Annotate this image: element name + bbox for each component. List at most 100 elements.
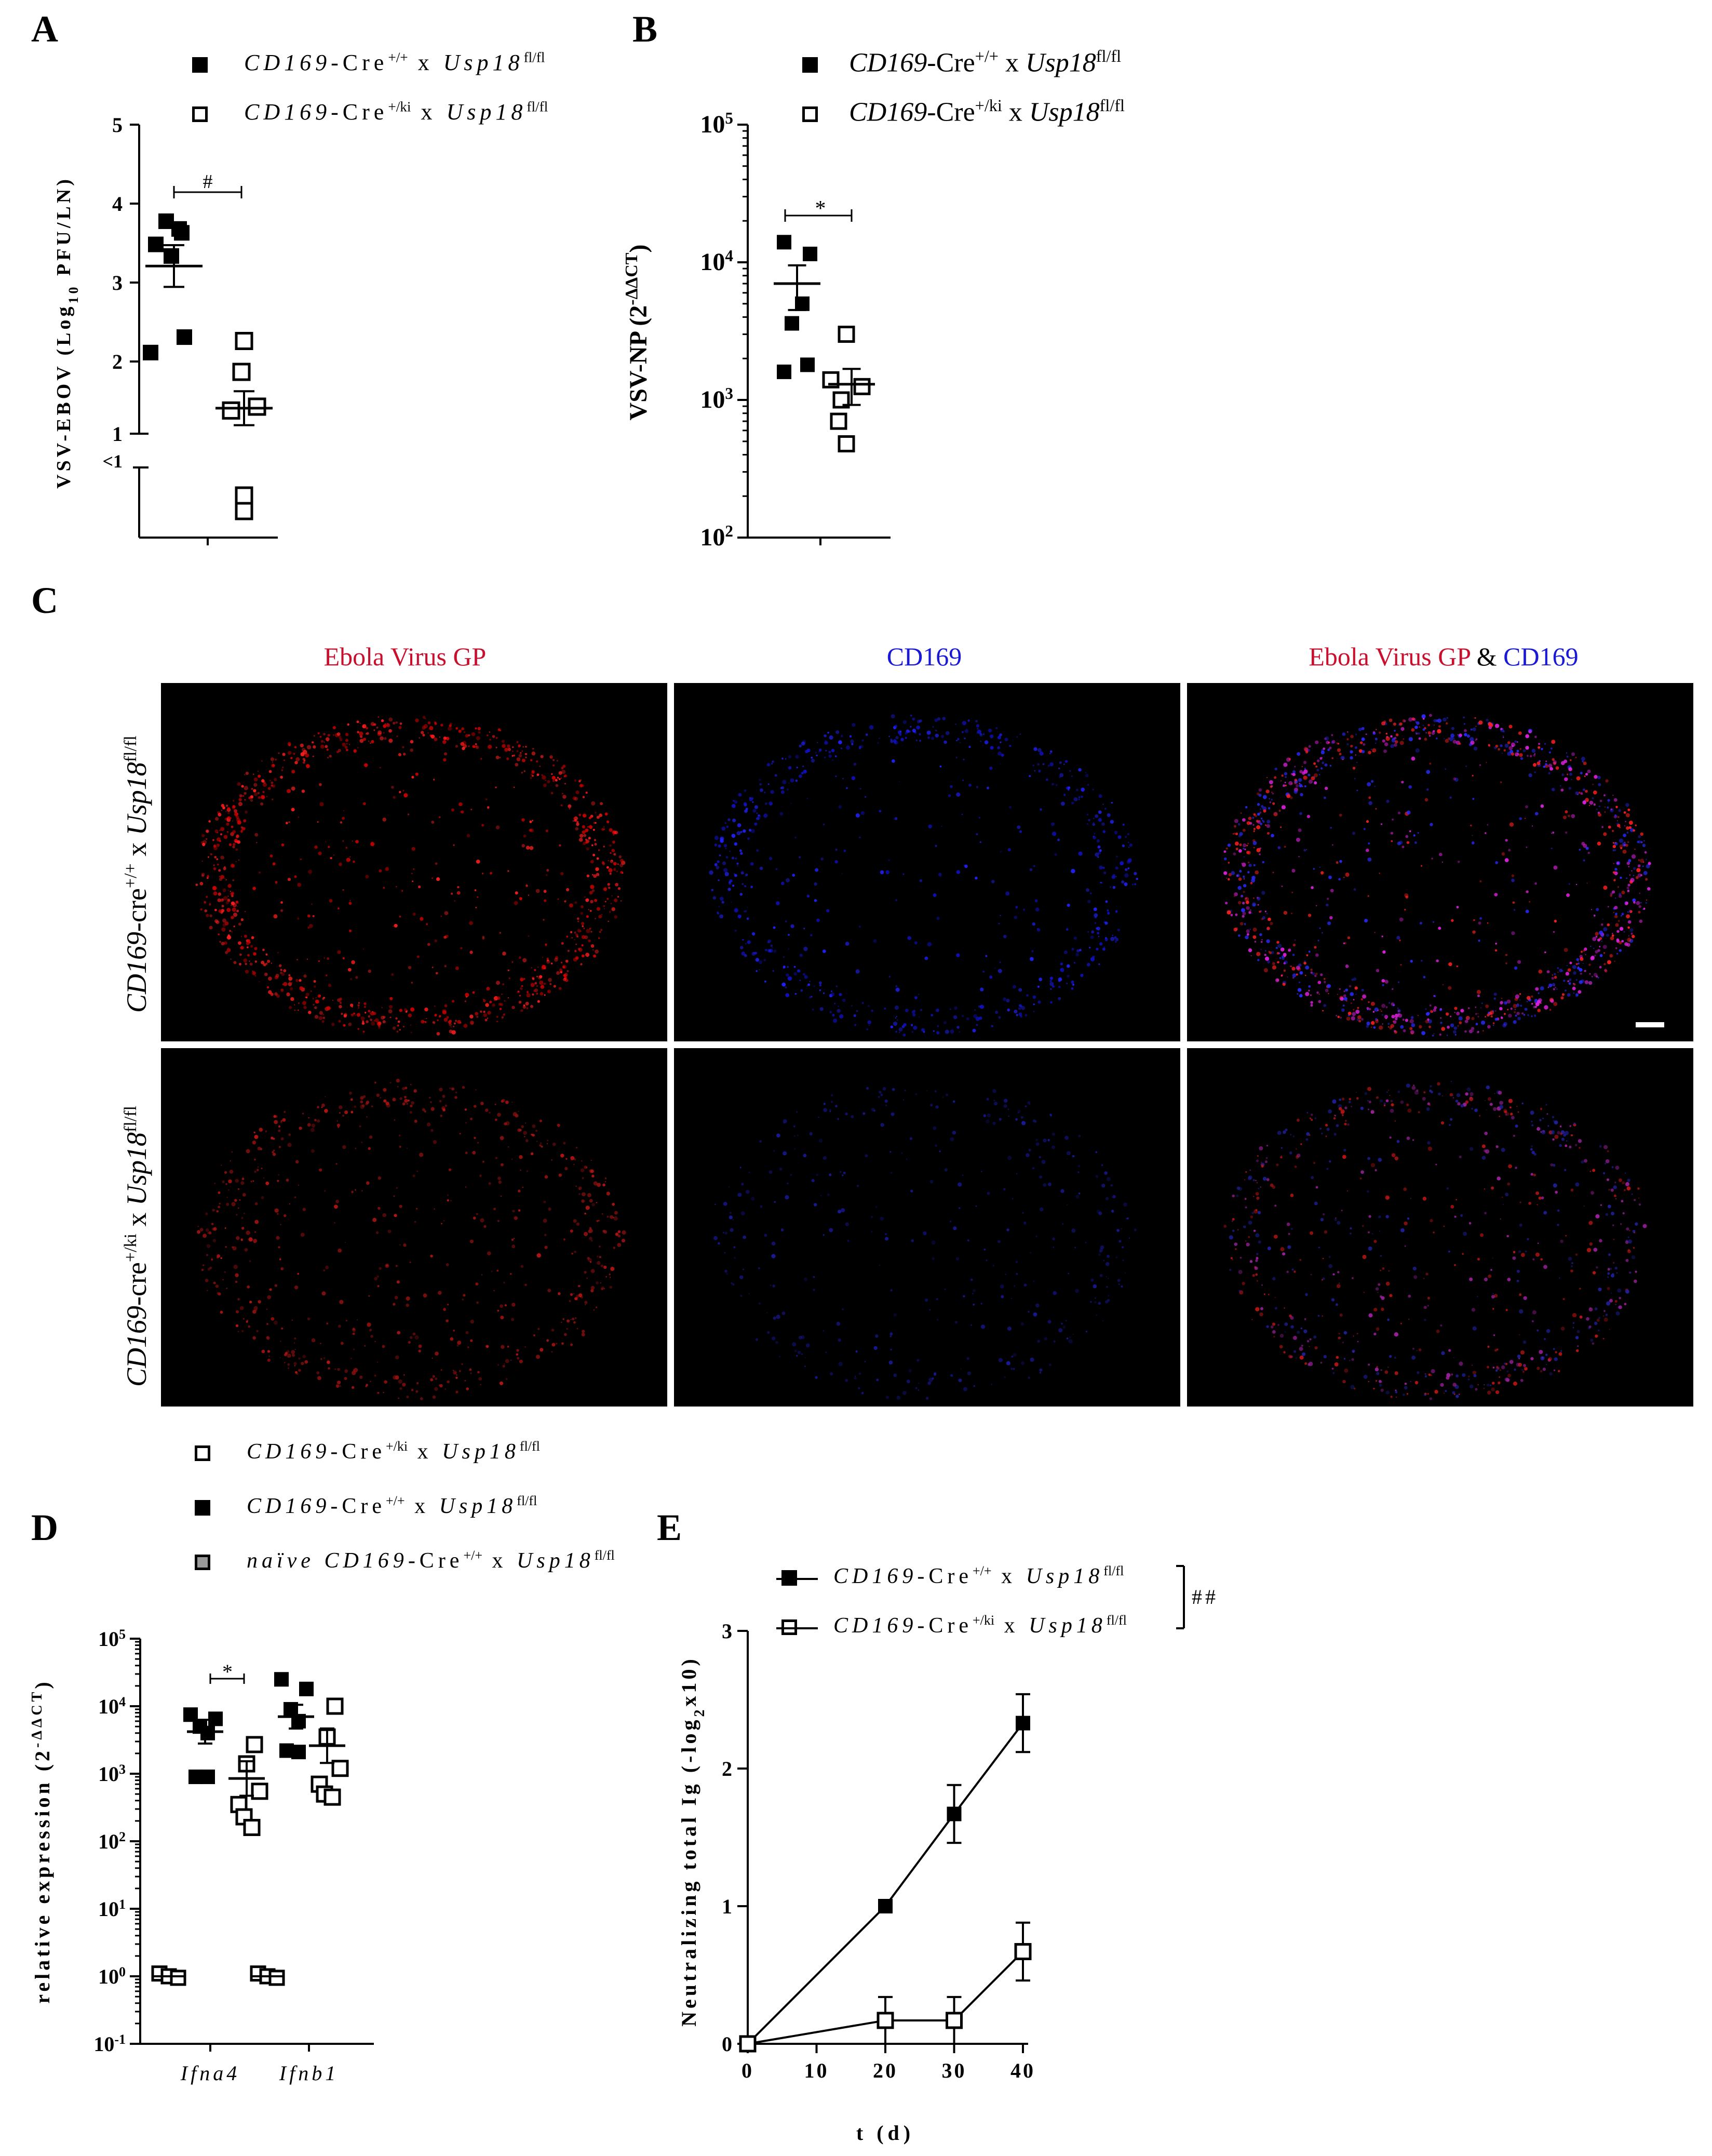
panel-letter-e: E: [657, 1507, 682, 1548]
e-ytick-label: 2: [722, 1757, 732, 1780]
d-point-wt: [200, 1769, 215, 1784]
d-xtick-label: Ifnb1: [279, 2061, 339, 2085]
a-ytick-label: 4: [112, 192, 123, 216]
b-ytick-label: 105: [700, 109, 733, 139]
e-point-wt: [947, 1806, 962, 1822]
legend-prefix: CD169: [833, 1614, 918, 1638]
legend-gsup: fl/fl: [517, 1493, 537, 1508]
d-ytick-label: 100: [98, 1964, 126, 1989]
d-ytick-label: 101: [98, 1897, 126, 1921]
b-point-ki: [838, 326, 855, 343]
panel-letter-d: D: [31, 1507, 58, 1548]
micrograph-texture: [1223, 714, 1651, 1037]
legend-gsup: fl/fl: [519, 1439, 540, 1454]
legend-gene: Usp18: [439, 1494, 517, 1518]
a-point-wt: [143, 344, 158, 360]
legend-mid: -Cre: [917, 1614, 973, 1638]
a-ytick-label-lt1: <1: [102, 451, 123, 472]
b-point-ki: [853, 378, 871, 395]
b-ytick-label: 104: [700, 247, 733, 276]
a-point-wt: [164, 248, 179, 264]
b-ytick-label: 103: [700, 384, 733, 414]
legend-entry: naïve CD169-Cre+/+ x Usp18fl/fl: [195, 1548, 615, 1573]
legend-mid: -Cre: [330, 1494, 386, 1518]
legend-entry: CD169-Cre+/ki x Usp18fl/fl: [195, 1439, 540, 1464]
legend-x: x: [1002, 97, 1029, 127]
micrograph-r2-cd169: [674, 1048, 1180, 1407]
legend-gsup: fl/fl: [523, 49, 545, 65]
micrograph-r2-merge: [1187, 1048, 1693, 1407]
col-title-text-b: CD169: [1503, 642, 1579, 671]
micrograph-texture: [197, 1078, 626, 1400]
col-title-text: Ebola Virus GP: [323, 642, 487, 671]
a-point-wt: [177, 329, 192, 345]
b-ytick-label: 102: [700, 522, 733, 552]
legend-x: x: [411, 99, 447, 125]
d-point-ki: [326, 1697, 344, 1715]
e-line-wt: [747, 1722, 1024, 2045]
b-point-ki: [838, 435, 855, 452]
col-title-amp: &: [1470, 642, 1504, 671]
e-point-ki: [946, 2012, 963, 2029]
b-point-ki: [830, 412, 847, 430]
d-point-ki: [246, 1736, 263, 1753]
d-xtick-label: Ifna4: [180, 2061, 240, 2085]
col-title-text-a: Ebola Virus GP: [1309, 642, 1471, 671]
d-point-ki: [331, 1760, 349, 1777]
a-point-ki: [248, 397, 266, 416]
e-point-wt: [1016, 1716, 1030, 1731]
micrograph-texture: [713, 1087, 1137, 1400]
legend-mid: -Cre: [408, 1549, 464, 1573]
micrograph-texture: [195, 716, 626, 1036]
legend-x: x: [482, 1549, 517, 1573]
legend-mid: -Cre: [917, 1564, 973, 1588]
e-ylabel: Neutralizing total Ig (-log2x10): [677, 1656, 708, 2027]
legend-gene: Usp18: [1029, 97, 1100, 127]
legend-marker: [195, 1445, 210, 1462]
a-point-ki: [235, 332, 253, 350]
a-ytick-label: 5: [112, 113, 123, 137]
legend-entry: CD169-Cre+/ki x Usp18fl/fl: [192, 99, 548, 125]
e-ytick-label: 3: [722, 1619, 732, 1643]
legend-marker: [195, 1500, 210, 1516]
panel-letter-b: B: [632, 8, 658, 50]
legend-prefix: CD169: [849, 97, 927, 127]
a-ytick-label: 1: [112, 422, 123, 446]
legend-x: x: [408, 50, 443, 75]
micrograph-r1-gp: [161, 683, 667, 1041]
d-ytick-label: 102: [98, 1829, 126, 1854]
legend-gene: Usp18: [1029, 1614, 1107, 1638]
e-xlabel: t (d): [856, 2121, 914, 2145]
legend-x: x: [998, 48, 1026, 78]
b-sig-label: *: [815, 197, 826, 221]
e-xtick-label: 10: [804, 2059, 829, 2082]
e-ytick-label: 0: [722, 2032, 732, 2056]
e-point-wt: [878, 1899, 893, 1913]
legend-mid: -Cre: [331, 99, 388, 125]
legend-gene: Usp18: [517, 1549, 595, 1573]
legend-sup: +/ki: [386, 1439, 408, 1454]
legend-entry: CD169-Cre+/+ x Usp18fl/fl: [781, 1563, 1124, 1589]
a-point-ki: [222, 401, 240, 420]
a-sig-label: #: [203, 171, 213, 193]
a-point-ki: [235, 502, 253, 520]
a-point-wt: [174, 225, 190, 241]
legend-prefix: CD169: [833, 1564, 918, 1588]
d-point-ki: [323, 1788, 341, 1806]
legend-gsup: fl/fl: [1103, 1563, 1124, 1578]
panel-letter-a: A: [31, 8, 58, 50]
legend-gene: Usp18: [446, 99, 527, 125]
d-point-wt: [274, 1672, 289, 1687]
legend-mid: -Cre: [927, 97, 975, 127]
e-point-ki: [877, 2012, 894, 2029]
legend-gene: Usp18: [443, 50, 524, 75]
legend-sup: +/ki: [973, 1613, 995, 1628]
micrograph-texture: [1223, 1081, 1647, 1400]
micrograph-texture: [709, 714, 1138, 1037]
a-ytick-label: 3: [112, 271, 123, 294]
e-ytick-label: 1: [722, 1895, 732, 1918]
legend-mid: -Cre: [927, 48, 975, 78]
b-point-wt: [785, 316, 799, 331]
e-point-ki: [739, 2035, 757, 2053]
micrograph-r1-cd169: [674, 683, 1180, 1041]
